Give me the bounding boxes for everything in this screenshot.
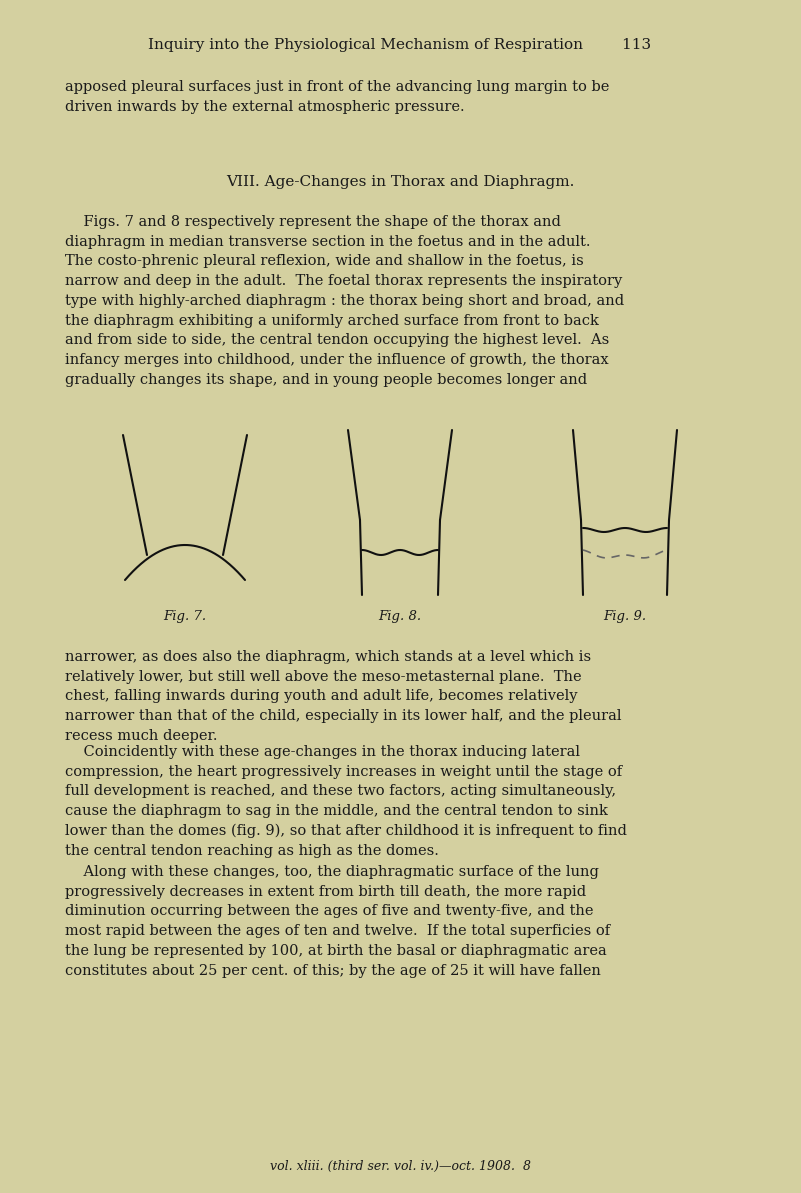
Text: vol. xliii. (third ser. vol. iv.)—oct. 1908.  8: vol. xliii. (third ser. vol. iv.)—oct. 1… <box>269 1160 530 1173</box>
Text: Figs. 7 and 8 respectively represent the shape of the thorax and
diaphragm in me: Figs. 7 and 8 respectively represent the… <box>65 215 624 387</box>
Text: Fig. 7.: Fig. 7. <box>163 610 207 623</box>
Text: Along with these changes, too, the diaphragmatic surface of the lung
progressive: Along with these changes, too, the diaph… <box>65 865 610 977</box>
Text: VIII. Age-Changes in Thorax and Diaphragm.: VIII. Age-Changes in Thorax and Diaphrag… <box>226 175 574 188</box>
Text: Fig. 9.: Fig. 9. <box>603 610 646 623</box>
Text: narrower, as does also the diaphragm, which stands at a level which is
relativel: narrower, as does also the diaphragm, wh… <box>65 650 622 743</box>
Text: Coincidently with these age-changes in the thorax inducing lateral
compression, : Coincidently with these age-changes in t… <box>65 744 627 858</box>
Text: apposed pleural surfaces just in front of the advancing lung margin to be
driven: apposed pleural surfaces just in front o… <box>65 80 610 113</box>
Text: Fig. 8.: Fig. 8. <box>378 610 421 623</box>
Text: Inquiry into the Physiological Mechanism of Respiration        113: Inquiry into the Physiological Mechanism… <box>148 38 651 52</box>
